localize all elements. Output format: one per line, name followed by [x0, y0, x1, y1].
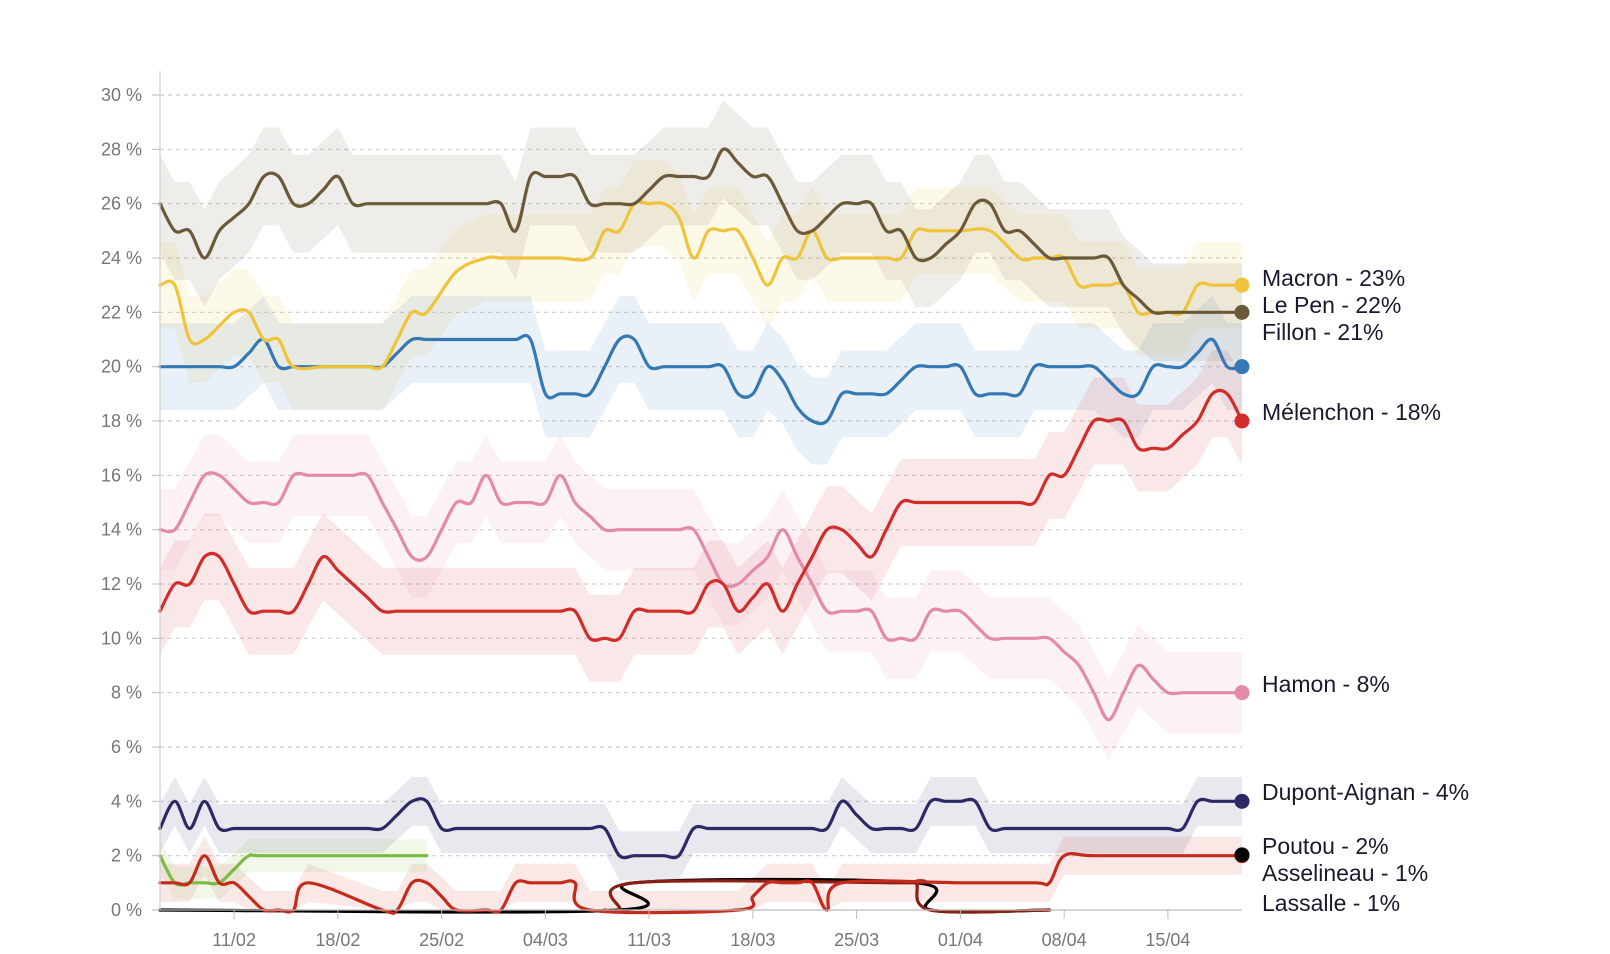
y-tick-label: 12 %	[101, 574, 142, 594]
legend-dot	[1234, 304, 1250, 320]
x-tick-label: 25/03	[834, 930, 879, 950]
y-tick-label: 0 %	[111, 900, 142, 920]
legend-label: Macron - 23%	[1262, 265, 1405, 291]
legend-label: Dupont-Aignan - 4%	[1262, 779, 1469, 805]
legend-dot	[1234, 847, 1250, 863]
x-tick-label: 18/02	[315, 930, 360, 950]
y-tick-label: 8 %	[111, 683, 142, 703]
band-macron	[160, 160, 1242, 411]
x-tick-label: 08/04	[1042, 930, 1087, 950]
x-tick-label: 25/02	[419, 930, 464, 950]
line-le-pen	[158, 147, 1244, 315]
y-tick-label: 30 %	[101, 85, 142, 105]
band-m-lenchon	[160, 350, 1242, 682]
x-tick-label: 01/04	[938, 930, 983, 950]
legend-dot	[1234, 793, 1250, 809]
legend-label: Poutou - 2%	[1262, 833, 1389, 859]
legend-label: Le Pen - 22%	[1262, 292, 1401, 318]
y-tick-label: 20 %	[101, 357, 142, 377]
y-tick-label: 22 %	[101, 302, 142, 322]
band-poutou	[160, 836, 1242, 910]
y-tick-label: 14 %	[101, 520, 142, 540]
legend-label: Fillon - 21%	[1262, 319, 1383, 345]
x-tick-label: 15/04	[1145, 930, 1190, 950]
line-poutou	[158, 852, 1244, 915]
legend-label: Asselineau - 1%	[1262, 860, 1428, 886]
y-tick-label: 2 %	[111, 846, 142, 866]
legend-dot	[1234, 413, 1250, 429]
axes: 0 % 2 % 4 % 6 % 8 % 10 % 12 % 14 % 16 % 18 % 20 % 2…	[101, 71, 1242, 950]
line-m-lenchon	[158, 388, 1244, 642]
line-hamon	[158, 471, 1244, 722]
y-tick-label: 24 %	[101, 248, 142, 268]
legend-label: Lassalle - 1%	[1262, 890, 1400, 916]
x-tick-label: 04/03	[523, 930, 568, 950]
line-macron	[158, 200, 1244, 371]
line-dupont-aignan	[158, 797, 1244, 860]
legend: Macron - 23%Le Pen - 22%Fillon - 21% Méle…	[1234, 265, 1469, 916]
y-tick-label: 10 %	[101, 628, 142, 648]
y-tick-label: 28 %	[101, 139, 142, 159]
legend-dot	[1234, 685, 1250, 701]
legend-dot	[1234, 277, 1250, 293]
band-hamon	[160, 434, 1242, 761]
band-le-pen	[160, 100, 1242, 362]
legend-label: Hamon - 8%	[1262, 671, 1390, 697]
confidence-bands	[160, 100, 1242, 910]
legend-label: Mélenchon - 18%	[1262, 399, 1441, 425]
y-tick-label: 4 %	[111, 791, 142, 811]
y-tick-label: 26 %	[101, 194, 142, 214]
x-tick-label: 11/02	[212, 930, 256, 950]
y-tick-label: 18 %	[101, 411, 142, 431]
x-tick-label: 18/03	[730, 930, 775, 950]
series-lines	[158, 147, 1244, 915]
x-tick-label: 11/03	[627, 930, 671, 950]
y-tick-label: 16 %	[101, 465, 142, 485]
y-tick-label: 6 %	[111, 737, 142, 757]
legend-dot	[1234, 359, 1250, 375]
